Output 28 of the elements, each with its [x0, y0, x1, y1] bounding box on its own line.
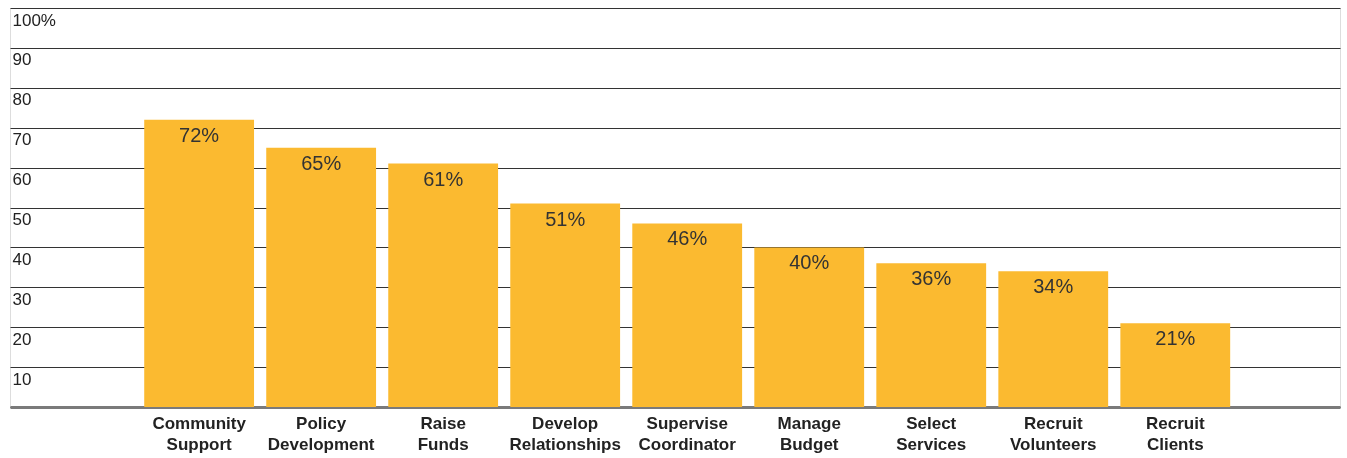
x-tick-label: Policy Development: [267, 413, 375, 454]
data-label: 34%: [1033, 275, 1074, 298]
data-label: 36%: [911, 267, 952, 290]
x-tick-label: Develop Relationships: [509, 413, 621, 454]
data-label: 21%: [1155, 327, 1196, 350]
data-label: 65%: [301, 151, 342, 174]
x-tick-label: Recruit Clients: [1145, 413, 1205, 454]
y-tick-label: 40: [12, 249, 32, 269]
y-tick-label: 20: [12, 329, 32, 349]
x-tick-label: Manage Budget: [777, 413, 841, 454]
data-label: 46%: [667, 227, 708, 250]
y-tick-label: 70: [12, 130, 32, 150]
data-label: 51%: [545, 207, 586, 230]
data-label: 72%: [179, 123, 220, 146]
y-tick-label: 90: [12, 50, 32, 70]
data-label: 40%: [789, 251, 830, 274]
y-tick-label: 100%: [12, 10, 56, 30]
x-tick-label: Supervise Coordinator: [638, 413, 737, 454]
y-tick-label: 10: [12, 369, 32, 389]
y-tick-label: 30: [12, 289, 32, 309]
data-label: 61%: [423, 167, 464, 190]
y-tick-label: 50: [12, 210, 32, 229]
y-tick-label: 60: [12, 170, 32, 190]
x-tick-label: Recruit Volunteers: [1009, 413, 1097, 454]
y-tick-label: 80: [12, 90, 32, 110]
x-tick-label: Raise Funds: [417, 413, 469, 454]
x-tick-label: Community Support: [152, 413, 247, 454]
x-tick-label: Select Services: [896, 413, 967, 454]
